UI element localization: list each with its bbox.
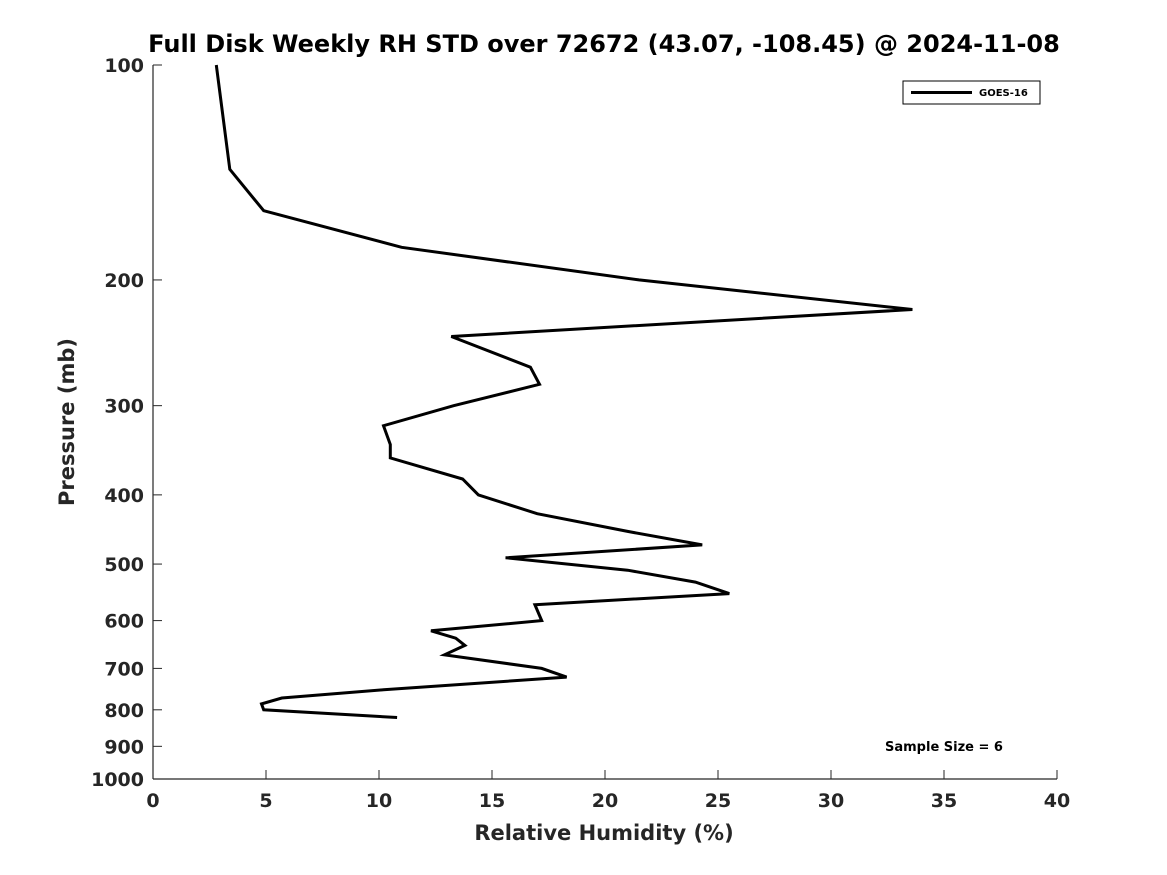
x-tick-label: 5 — [259, 790, 272, 812]
sample-size-annotation: Sample Size = 6 — [885, 740, 1003, 755]
x-tick-label: 40 — [1044, 790, 1070, 812]
legend-label: GOES-16 — [979, 88, 1028, 99]
y-axis-ticks: 100 200 300 400 500 600 700 800 900 1000 — [91, 55, 162, 791]
x-tick-label: 35 — [931, 790, 957, 812]
x-tick-label: 15 — [479, 790, 505, 812]
y-tick-label: 300 — [104, 396, 144, 418]
y-tick-label: 1000 — [91, 769, 144, 791]
x-tick-label: 20 — [592, 790, 618, 812]
y-tick-label: 400 — [104, 485, 144, 507]
y-tick-label: 500 — [104, 554, 144, 576]
x-tick-label: 0 — [146, 790, 159, 812]
y-tick-label: 800 — [104, 700, 144, 722]
y-tick-label: 600 — [104, 611, 144, 633]
series-layer — [214, 64, 913, 719]
y-tick-label: 900 — [104, 736, 144, 758]
x-tick-label: 30 — [818, 790, 844, 812]
x-tick-label: 10 — [366, 790, 392, 812]
y-axis-label: Pressure (mb) — [55, 338, 79, 506]
y-tick-label: 700 — [104, 658, 144, 680]
plot-area: 0 5 10 15 20 25 30 35 40 100 200 300 400 500 600 700 80… — [91, 55, 1070, 812]
legend: GOES-16 — [902, 80, 1041, 105]
x-tick-label: 25 — [705, 790, 731, 812]
chart-title: Full Disk Weekly RH STD over 72672 (43.0… — [148, 30, 1060, 58]
y-tick-label: 200 — [104, 270, 144, 292]
series-line-goes-16 — [214, 64, 913, 719]
y-tick-label: 100 — [104, 55, 144, 77]
x-axis-label: Relative Humidity (%) — [474, 821, 733, 845]
x-axis-ticks: 0 5 10 15 20 25 30 35 40 — [146, 770, 1070, 812]
